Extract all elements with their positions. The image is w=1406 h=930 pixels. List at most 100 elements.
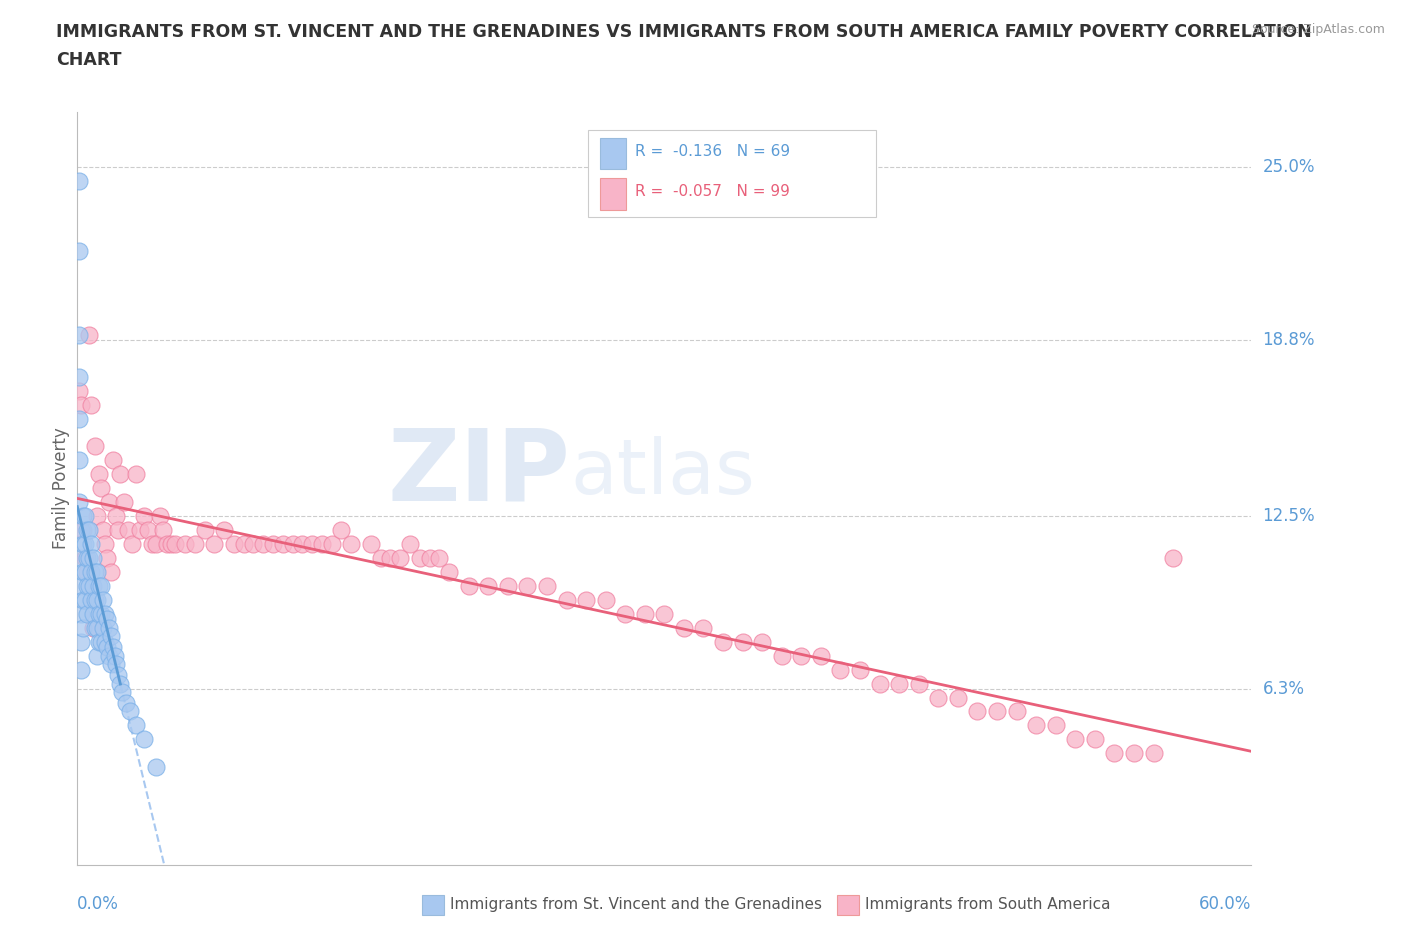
Point	[100, 657, 122, 671]
FancyBboxPatch shape	[588, 130, 876, 217]
Point	[672, 620, 695, 635]
Point	[76, 523, 98, 538]
Point	[360, 537, 382, 551]
Point	[75, 537, 97, 551]
Point	[614, 606, 637, 621]
Point	[67, 453, 90, 468]
Point	[409, 551, 432, 565]
Point	[87, 578, 110, 593]
Text: IMMIGRANTS FROM ST. VINCENT AND THE GRENADINES VS IMMIGRANTS FROM SOUTH AMERICA : IMMIGRANTS FROM ST. VINCENT AND THE GREN…	[56, 23, 1312, 41]
Point	[90, 606, 112, 621]
Point	[160, 537, 183, 551]
Point	[93, 634, 115, 649]
Point	[810, 648, 832, 663]
Point	[70, 551, 93, 565]
Point	[946, 690, 969, 705]
Point	[72, 537, 94, 551]
Point	[120, 704, 142, 719]
Point	[370, 551, 392, 565]
Text: 0.0%: 0.0%	[77, 896, 120, 913]
Point	[67, 327, 90, 342]
Point	[790, 648, 813, 663]
Point	[927, 690, 949, 705]
Point	[1123, 746, 1146, 761]
Text: 12.5%: 12.5%	[1263, 507, 1315, 525]
Point	[291, 537, 314, 551]
Point	[105, 509, 128, 524]
Text: 18.8%: 18.8%	[1263, 331, 1315, 350]
Point	[1045, 718, 1067, 733]
Point	[76, 606, 98, 621]
Bar	[600, 179, 626, 210]
Point	[1005, 704, 1028, 719]
Point	[84, 439, 107, 454]
Point	[72, 509, 94, 524]
Point	[731, 634, 754, 649]
Point	[869, 676, 891, 691]
Point	[595, 592, 617, 607]
Text: CHART: CHART	[56, 51, 122, 69]
Point	[1104, 746, 1126, 761]
Point	[193, 523, 215, 538]
Text: R =  -0.136   N = 69: R = -0.136 N = 69	[636, 144, 790, 159]
Point	[70, 662, 93, 677]
Point	[340, 537, 363, 551]
Point	[148, 509, 170, 524]
Point	[321, 537, 343, 551]
Point	[1064, 732, 1087, 747]
Point	[91, 620, 114, 635]
Point	[115, 696, 138, 711]
Text: 60.0%: 60.0%	[1199, 896, 1251, 913]
Point	[86, 620, 108, 635]
Point	[117, 523, 139, 538]
Point	[77, 578, 100, 593]
Point	[70, 606, 93, 621]
Point	[692, 620, 714, 635]
Point	[76, 565, 98, 579]
Point	[72, 592, 94, 607]
Point	[103, 648, 125, 663]
Point	[91, 592, 114, 607]
Point	[77, 551, 100, 565]
Text: 25.0%: 25.0%	[1263, 158, 1315, 177]
Point	[330, 523, 353, 538]
Point	[174, 537, 197, 551]
Point	[80, 397, 103, 412]
Point	[141, 537, 163, 551]
Point	[67, 244, 90, 259]
Point	[90, 481, 112, 496]
Point	[70, 578, 93, 593]
Text: Immigrants from St. Vincent and the Grenadines: Immigrants from St. Vincent and the Gren…	[450, 897, 823, 912]
Point	[110, 676, 132, 691]
Point	[86, 509, 108, 524]
Point	[271, 537, 294, 551]
Point	[72, 565, 94, 579]
Point	[849, 662, 872, 677]
Text: R =  -0.057   N = 99: R = -0.057 N = 99	[636, 184, 790, 199]
Point	[1025, 718, 1047, 733]
Point	[477, 578, 499, 593]
Point	[87, 606, 110, 621]
Point	[75, 592, 97, 607]
Point	[87, 634, 110, 649]
Point	[80, 592, 103, 607]
Text: Source: ZipAtlas.com: Source: ZipAtlas.com	[1251, 23, 1385, 36]
Point	[90, 634, 112, 649]
Point	[457, 578, 479, 593]
Point	[97, 495, 120, 510]
Point	[67, 383, 90, 398]
Point	[110, 467, 132, 482]
Point	[555, 592, 578, 607]
Point	[427, 551, 450, 565]
Point	[212, 523, 235, 538]
Point	[86, 648, 108, 663]
Point	[107, 523, 129, 538]
Point	[97, 620, 120, 635]
Point	[1161, 551, 1184, 565]
Point	[907, 676, 929, 691]
Point	[84, 592, 107, 607]
Point	[86, 592, 108, 607]
Point	[100, 629, 122, 644]
Point	[132, 732, 155, 747]
Point	[575, 592, 598, 607]
